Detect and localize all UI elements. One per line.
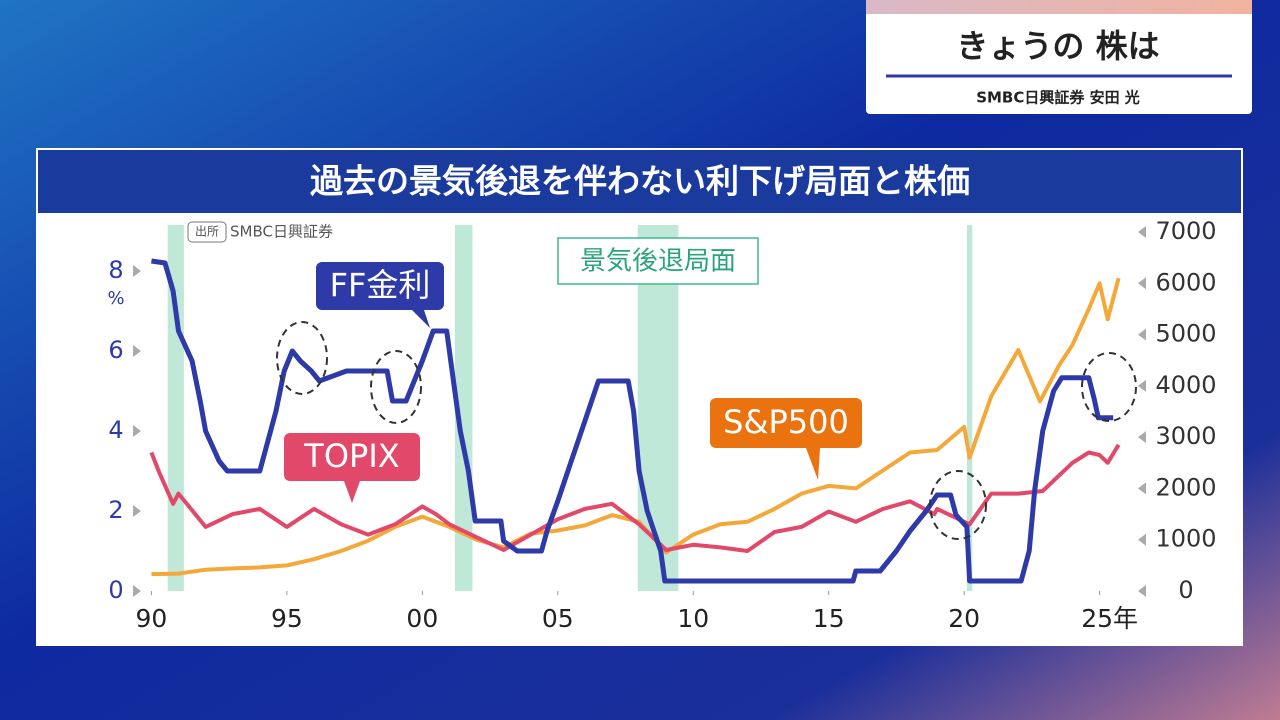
y-tick-label: 8 — [108, 256, 123, 284]
series-line — [149, 443, 1121, 553]
y2-tick-label: 5000 — [1155, 320, 1216, 348]
series-label-box — [284, 433, 420, 481]
highlight-circle — [370, 350, 422, 424]
y2-tick — [1138, 482, 1146, 495]
y-tick-label: 0 — [108, 576, 123, 604]
recession-label-box — [557, 237, 759, 285]
y2-tick-label: 2000 — [1155, 473, 1216, 501]
y2-tick-label: 7000 — [1155, 217, 1216, 245]
highlight-circle — [276, 321, 328, 395]
x-tick-label: 20 — [948, 604, 980, 633]
y2-tick — [1138, 431, 1146, 444]
y2-tick — [1138, 277, 1146, 290]
y-tick-label: 2 — [108, 496, 123, 524]
series-label-box — [710, 398, 862, 448]
y-tick-label: 4 — [108, 416, 123, 444]
series-line — [151, 277, 1121, 577]
y2-tick — [1138, 533, 1146, 546]
series-line — [151, 258, 1114, 584]
y2-tick — [1138, 379, 1146, 392]
y-tick — [133, 505, 141, 517]
x-tick-label: 90 — [136, 604, 168, 633]
series-labels: 景気後退局面 FF金利 TOPIX S&P500 — [284, 237, 862, 503]
x-tick-label: 95 — [271, 604, 303, 633]
recession-band — [966, 225, 973, 591]
highlight-circle — [929, 470, 987, 540]
series-label-pointer — [412, 310, 430, 328]
legend-label: TOPIX — [303, 437, 399, 475]
y2-tick-label: 4000 — [1155, 371, 1216, 399]
highlight-circle — [1081, 352, 1137, 422]
y2-tick-label: 1000 — [1155, 525, 1216, 553]
y2-tick — [1138, 585, 1146, 597]
header-box — [866, 0, 1252, 114]
source: SMBC日興証券 — [230, 223, 333, 241]
y-tick — [133, 425, 141, 437]
x-tick-label: 15 — [813, 604, 845, 633]
y2-tick — [1138, 226, 1146, 239]
chart-title: 過去の景気後退を伴わない利下げ局面と株価 — [310, 162, 970, 201]
legend-label: FF金利 — [330, 266, 431, 304]
recession-band — [454, 225, 473, 591]
y-tick — [133, 585, 141, 597]
recession-bands — [167, 225, 973, 591]
header-strip — [866, 0, 1252, 14]
series-label-box — [316, 262, 444, 310]
highlight-circles — [276, 321, 1137, 540]
x-tick-label: 00 — [406, 604, 438, 633]
program-header: きょうの 株は SMBC日興証券 安田 光 — [866, 0, 1252, 114]
y2-tick-label: 3000 — [1155, 422, 1216, 450]
legend-label: S&P500 — [723, 403, 849, 441]
x-tick-label: 25年 — [1081, 604, 1138, 633]
plot: 90 95 00 05 10 15 20 25年 0 2 4 6 8 0 1000 2000 3000 4000 5… — [108, 217, 1216, 633]
series-label-pointer — [806, 448, 820, 480]
y2-tick-label: 0 — [1178, 576, 1193, 604]
title-bar — [38, 150, 1241, 213]
guest-name: SMBC日興証券 安田 光 — [976, 89, 1140, 107]
series-label-pointer — [344, 481, 360, 503]
x-tick-label: 05 — [542, 604, 574, 633]
program-title: きょうの 株は — [956, 27, 1159, 65]
source-tag-box — [187, 221, 227, 243]
y-tick — [133, 265, 141, 277]
y-tick-label: 6 — [108, 336, 123, 364]
source-tag: 出所 — [195, 225, 219, 239]
y-unit: % — [107, 288, 124, 309]
recession-label: 景気後退局面 — [580, 247, 736, 277]
y-tick — [133, 345, 141, 357]
y2-tick-label: 6000 — [1155, 268, 1216, 296]
y2-tick — [1138, 328, 1146, 341]
x-tick-label: 10 — [677, 604, 709, 633]
